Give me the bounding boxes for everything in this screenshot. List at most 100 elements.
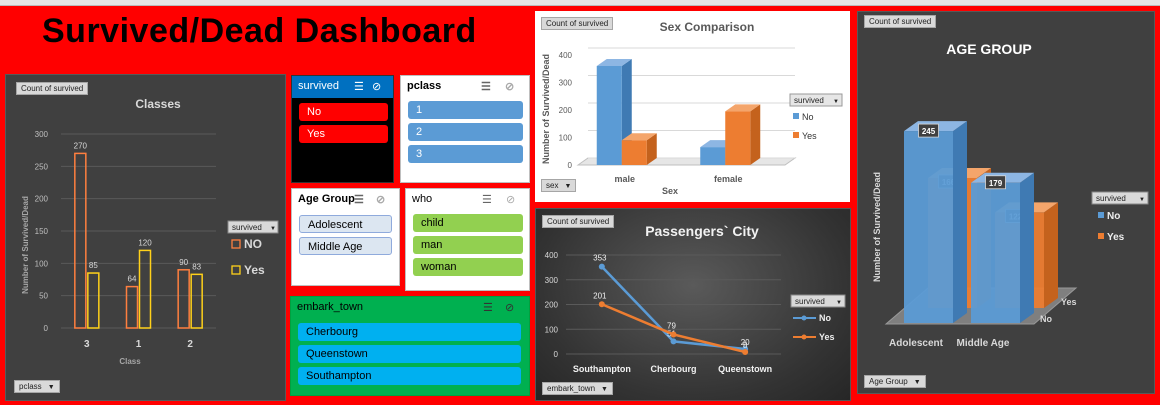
slicer-age-group-item[interactable]: Middle Age bbox=[299, 237, 392, 255]
age-filter-button[interactable]: Age Group ▼ bbox=[864, 375, 926, 388]
classes-data-label: 270 bbox=[74, 141, 88, 150]
multi-select-icon[interactable]: ☰ bbox=[354, 194, 364, 206]
slicer-who: who ☰ ⊘ child man woman bbox=[405, 188, 530, 291]
classes-chart-title: Classes bbox=[135, 97, 181, 111]
age-bar bbox=[904, 131, 953, 323]
classes-data-label: 120 bbox=[138, 238, 152, 247]
city-data-label: 79 bbox=[667, 321, 676, 330]
slicer-embark-town-title: embark_town bbox=[297, 301, 364, 313]
city-pivot-field-button[interactable]: Count of survived bbox=[542, 215, 615, 228]
sex-bar bbox=[725, 111, 751, 165]
city-data-label: 8 bbox=[743, 341, 748, 350]
slicer-pclass-header: pclass ☰ ⊘ bbox=[401, 76, 529, 98]
sex-bar-side bbox=[750, 104, 761, 165]
multi-select-icon[interactable]: ☰ bbox=[354, 81, 364, 93]
city-filter-button[interactable]: embark_town ▼ bbox=[542, 382, 613, 395]
multi-select-icon[interactable]: ☰ bbox=[481, 81, 491, 93]
classes-y-tick-label: 300 bbox=[35, 130, 49, 139]
slicer-who-item[interactable]: child bbox=[413, 214, 523, 232]
classes-y-tick-label: 200 bbox=[35, 195, 49, 204]
clear-filter-icon[interactable]: ⊘ bbox=[372, 81, 382, 93]
city-x-tick-label: Queenstown bbox=[718, 364, 772, 374]
classes-pivot-field-button[interactable]: Count of survived bbox=[16, 82, 89, 95]
city-point bbox=[670, 331, 677, 338]
slicer-embark-town-item[interactable]: Cherbourg bbox=[298, 323, 521, 341]
svg-text:▼: ▼ bbox=[270, 226, 276, 232]
city-point bbox=[598, 263, 605, 270]
city-y-tick-label: 200 bbox=[545, 301, 559, 310]
slicer-pclass-item[interactable]: 2 bbox=[408, 123, 523, 141]
slicer-embark-town-item[interactable]: Southampton bbox=[298, 367, 521, 385]
classes-y-tick-label: 150 bbox=[35, 227, 49, 236]
classes-x-axis-label: Class bbox=[119, 357, 141, 366]
classes-data-label: 64 bbox=[128, 275, 137, 284]
age-depth-label: Yes bbox=[1061, 297, 1077, 307]
sex-bar-side bbox=[646, 133, 657, 165]
slicer-survived-item[interactable]: Yes bbox=[299, 125, 388, 143]
sex-bar-top bbox=[621, 133, 657, 141]
clear-filter-icon[interactable]: ⊘ bbox=[505, 302, 515, 314]
slicer-embark-town-item[interactable]: Queenstown bbox=[298, 345, 521, 363]
city-y-tick-label: 100 bbox=[545, 325, 559, 334]
age-x-tick-label: Middle Age bbox=[957, 338, 1010, 349]
slicer-survived: survived ☰ ⊘ No Yes bbox=[291, 75, 394, 183]
age-pivot-field-button[interactable]: Count of survived bbox=[864, 15, 937, 28]
age-data-label: 179 bbox=[989, 179, 1003, 188]
sex-legend-title: survived bbox=[794, 96, 824, 105]
slicer-who-item[interactable]: man bbox=[413, 236, 523, 254]
city-chart-panel[interactable]: Count of survived Passengers` City 0 100 2… bbox=[535, 208, 851, 401]
age-chart: AGE GROUP Number of Survived/Dead 166122… bbox=[872, 41, 1149, 349]
classes-y-axis-label: Number of Survived/Dead bbox=[21, 196, 30, 294]
classes-x-tick-label: 2 bbox=[187, 339, 193, 350]
classes-y-tick-label: 250 bbox=[35, 162, 49, 171]
clear-filter-icon[interactable]: ⊘ bbox=[505, 81, 515, 93]
age-data-label-box bbox=[918, 123, 939, 138]
classes-bar bbox=[190, 273, 203, 329]
age-chart-panel[interactable]: Count of survived AGE GROUP Number of Su… bbox=[857, 11, 1155, 394]
slicer-survived-title: survived bbox=[298, 80, 339, 92]
city-filter-label: embark_town bbox=[547, 384, 596, 393]
sex-chart-panel[interactable]: Count of survived Sex Comparison Number … bbox=[535, 11, 850, 202]
age-filter-label: Age Group bbox=[869, 377, 908, 386]
sex-filter-button[interactable]: sex ▼ bbox=[541, 179, 577, 192]
classes-filter-button[interactable]: pclass ▼ bbox=[14, 380, 60, 393]
multi-select-icon[interactable]: ☰ bbox=[482, 194, 492, 206]
city-point bbox=[670, 338, 677, 345]
chevron-down-icon: ▼ bbox=[47, 384, 55, 391]
slicer-survived-item[interactable]: No bbox=[299, 103, 388, 121]
city-legend-yes: Yes bbox=[819, 332, 835, 342]
sex-x-tick-label: female bbox=[714, 174, 743, 184]
sex-legend: survived ▼ No Yes bbox=[789, 93, 843, 141]
classes-data-label: 85 bbox=[89, 261, 98, 270]
classes-chart-panel[interactable]: Count of survived Classes Number of Surv… bbox=[5, 74, 286, 401]
age-legend: survived ▼ No Yes bbox=[1091, 191, 1149, 243]
age-bar-side bbox=[1020, 172, 1034, 323]
city-y-tick-label: 300 bbox=[545, 276, 559, 285]
slicer-pclass-item[interactable]: 1 bbox=[408, 101, 523, 119]
classes-chart: Classes Number of Survived/Dead Class 0 5… bbox=[21, 97, 279, 366]
multi-select-icon[interactable]: ☰ bbox=[483, 302, 493, 314]
age-depth-label: No bbox=[1040, 314, 1052, 324]
sex-legend-no: No bbox=[802, 112, 814, 122]
sex-y-tick-label: 400 bbox=[559, 51, 573, 60]
age-y-axis-label: Number of Survived/Dead bbox=[872, 172, 882, 282]
clear-filter-icon[interactable]: ⊘ bbox=[376, 194, 386, 206]
clear-filter-icon[interactable]: ⊘ bbox=[506, 194, 516, 206]
classes-data-label: 90 bbox=[179, 258, 188, 267]
slicer-age-group-title: Age Group bbox=[298, 193, 355, 205]
slicer-age-group-item[interactable]: Adolescent bbox=[299, 215, 392, 233]
chevron-down-icon: ▼ bbox=[913, 379, 921, 386]
classes-bar bbox=[74, 152, 87, 329]
sex-pivot-field-button[interactable]: Count of survived bbox=[541, 17, 614, 30]
slicer-embark-town: embark_town ☰ ⊘ Cherbourg Queenstown Sou… bbox=[290, 296, 530, 396]
city-legend: survived ▼ No Yes bbox=[790, 294, 846, 342]
sex-legend-yes: Yes bbox=[802, 131, 817, 141]
sex-chart: Sex Comparison Number of Survived/Dead S… bbox=[541, 20, 843, 196]
slicer-pclass-item[interactable]: 3 bbox=[408, 145, 523, 163]
sex-bar bbox=[700, 147, 726, 165]
classes-bar bbox=[177, 269, 190, 329]
slicer-survived-header: survived ☰ ⊘ bbox=[292, 76, 393, 98]
city-x-tick-label: Southampton bbox=[573, 364, 631, 374]
sex-x-tick-label: male bbox=[614, 174, 635, 184]
slicer-who-item[interactable]: woman bbox=[413, 258, 523, 276]
